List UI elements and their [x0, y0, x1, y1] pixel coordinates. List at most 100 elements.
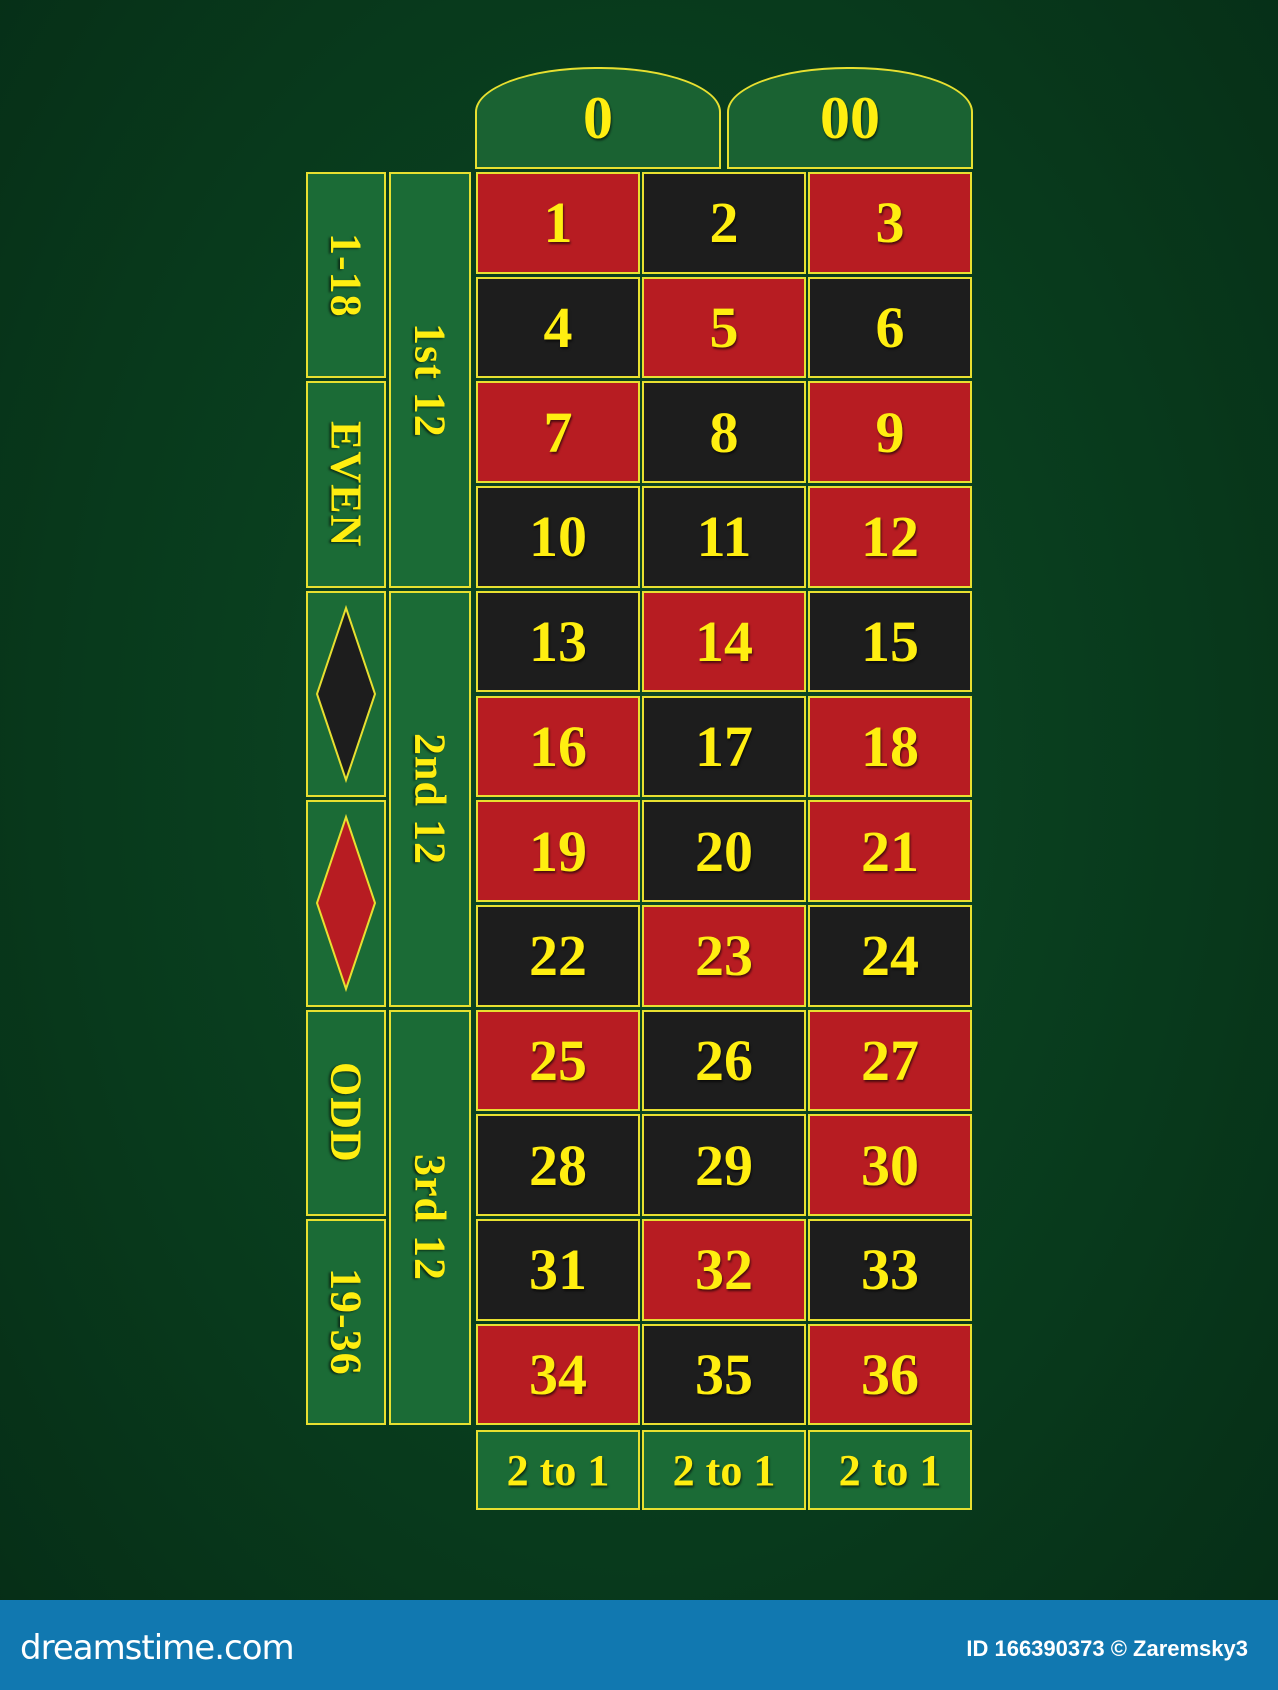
cell-label: 2nd 12 [405, 732, 455, 865]
cell-label: ODD [321, 1062, 371, 1164]
bet-number-31[interactable]: 31 [476, 1219, 640, 1321]
black-diamond-icon [315, 604, 377, 784]
cell-label: 2 to 1 [838, 1445, 942, 1495]
cell-label: 6 [875, 295, 905, 361]
bet-number-12[interactable]: 12 [808, 486, 972, 588]
footer-bar: dreamstime.com ID 166390373 © Zaremsky3 [0, 1600, 1278, 1690]
bet-red-diamond[interactable] [306, 800, 386, 1007]
bet-number-30[interactable]: 30 [808, 1114, 972, 1216]
bet-number-25[interactable]: 25 [476, 1009, 640, 1112]
bet-number-4[interactable]: 4 [476, 276, 640, 379]
bet-number-27[interactable]: 27 [808, 1009, 972, 1112]
cell-label: 24 [861, 923, 919, 989]
bet-number-21[interactable]: 21 [808, 800, 972, 902]
bet-number-1[interactable]: 1 [476, 172, 640, 274]
bet-number-34[interactable]: 34 [476, 1323, 640, 1426]
cell-label: 7 [543, 399, 573, 465]
bet-number-24[interactable]: 24 [808, 904, 972, 1007]
cell-label: 1 [543, 190, 573, 256]
bet-number-17[interactable]: 17 [642, 695, 806, 798]
bet-number-13[interactable]: 13 [476, 590, 640, 693]
bet-number-15[interactable]: 15 [808, 590, 972, 693]
bet-number-29[interactable]: 29 [642, 1114, 806, 1216]
image-credit: ID 166390373 © Zaremsky3 [966, 1636, 1248, 1661]
cell-label: 33 [861, 1237, 919, 1303]
cell-label: 2 [709, 190, 739, 256]
bet-number-23[interactable]: 23 [642, 904, 806, 1007]
cell-label: 10 [529, 504, 587, 570]
cell-label: 16 [529, 713, 587, 779]
cell-label: 22 [529, 923, 587, 989]
cell-label: 5 [709, 295, 739, 361]
bet-number-18[interactable]: 18 [808, 695, 972, 798]
bet-number-14[interactable]: 14 [642, 590, 806, 693]
cell-label: 2 to 1 [506, 1445, 610, 1495]
cell-label: 1-18 [321, 232, 371, 318]
bet-dozen-3[interactable]: 3rd 12 [389, 1009, 471, 1426]
red-diamond-icon [315, 814, 377, 993]
bet-number-19[interactable]: 19 [476, 800, 640, 902]
bet-zero-00[interactable]: 00 [727, 67, 973, 169]
bet-19-36[interactable]: 19-36 [306, 1219, 386, 1426]
cell-label: 11 [696, 504, 752, 570]
cell-label: 35 [695, 1342, 753, 1408]
cell-label: 2 to 1 [672, 1445, 776, 1495]
bet-even[interactable]: EVEN [306, 381, 386, 588]
bet-dozen-1[interactable]: 1st 12 [389, 172, 471, 588]
cell-label: 19-36 [321, 1268, 371, 1377]
bet-black-diamond[interactable] [306, 590, 386, 798]
cell-label: 23 [695, 923, 753, 989]
bet-number-35[interactable]: 35 [642, 1323, 806, 1426]
bet-number-5[interactable]: 5 [642, 276, 806, 379]
bet-1-18[interactable]: 1-18 [306, 172, 386, 379]
cell-label: 0 [583, 84, 613, 151]
bet-column-2[interactable]: 2 to 1 [642, 1430, 806, 1511]
cell-label: 00 [820, 84, 880, 151]
cell-label: 30 [861, 1132, 919, 1198]
cell-label: 1st 12 [405, 322, 455, 438]
bet-number-3[interactable]: 3 [808, 172, 972, 274]
cell-label: 8 [709, 399, 739, 465]
bet-column-3[interactable]: 2 to 1 [808, 1430, 972, 1511]
bet-number-10[interactable]: 10 [476, 486, 640, 588]
bet-number-16[interactable]: 16 [476, 695, 640, 798]
cell-label: 21 [861, 818, 919, 884]
bet-number-36[interactable]: 36 [808, 1323, 972, 1426]
bet-number-6[interactable]: 6 [808, 276, 972, 379]
cell-label: 27 [861, 1027, 919, 1093]
cell-label: 31 [529, 1237, 587, 1303]
bet-number-20[interactable]: 20 [642, 800, 806, 902]
bet-number-2[interactable]: 2 [642, 172, 806, 274]
bet-number-33[interactable]: 33 [808, 1219, 972, 1321]
cell-label: EVEN [321, 421, 371, 548]
bet-zero-0[interactable]: 0 [475, 67, 721, 169]
cell-label: 3rd 12 [405, 1153, 455, 1281]
bet-number-26[interactable]: 26 [642, 1009, 806, 1112]
cell-label: 29 [695, 1132, 753, 1198]
cell-label: 36 [861, 1342, 919, 1408]
brand-logo[interactable]: dreamstime.com [20, 1628, 295, 1668]
bet-number-28[interactable]: 28 [476, 1114, 640, 1216]
bet-dozen-2[interactable]: 2nd 12 [389, 590, 471, 1007]
cell-label: 20 [695, 818, 753, 884]
bet-number-8[interactable]: 8 [642, 381, 806, 484]
cell-label: 32 [695, 1237, 753, 1303]
cell-label: 17 [695, 713, 753, 779]
bet-number-7[interactable]: 7 [476, 381, 640, 484]
bet-number-22[interactable]: 22 [476, 904, 640, 1007]
bet-column-1[interactable]: 2 to 1 [476, 1430, 640, 1511]
cell-label: 19 [529, 818, 587, 884]
cell-label: 12 [861, 504, 919, 570]
cell-label: 15 [861, 609, 919, 675]
cell-label: 26 [695, 1027, 753, 1093]
cell-label: 18 [861, 713, 919, 779]
cell-label: 34 [529, 1342, 587, 1408]
bet-number-9[interactable]: 9 [808, 381, 972, 484]
cell-label: 13 [529, 609, 587, 675]
cell-label: 25 [529, 1027, 587, 1093]
bet-odd[interactable]: ODD [306, 1009, 386, 1216]
cell-label: 4 [543, 295, 573, 361]
bet-number-32[interactable]: 32 [642, 1219, 806, 1321]
bet-number-11[interactable]: 11 [642, 486, 806, 588]
cell-label: 3 [875, 190, 905, 256]
